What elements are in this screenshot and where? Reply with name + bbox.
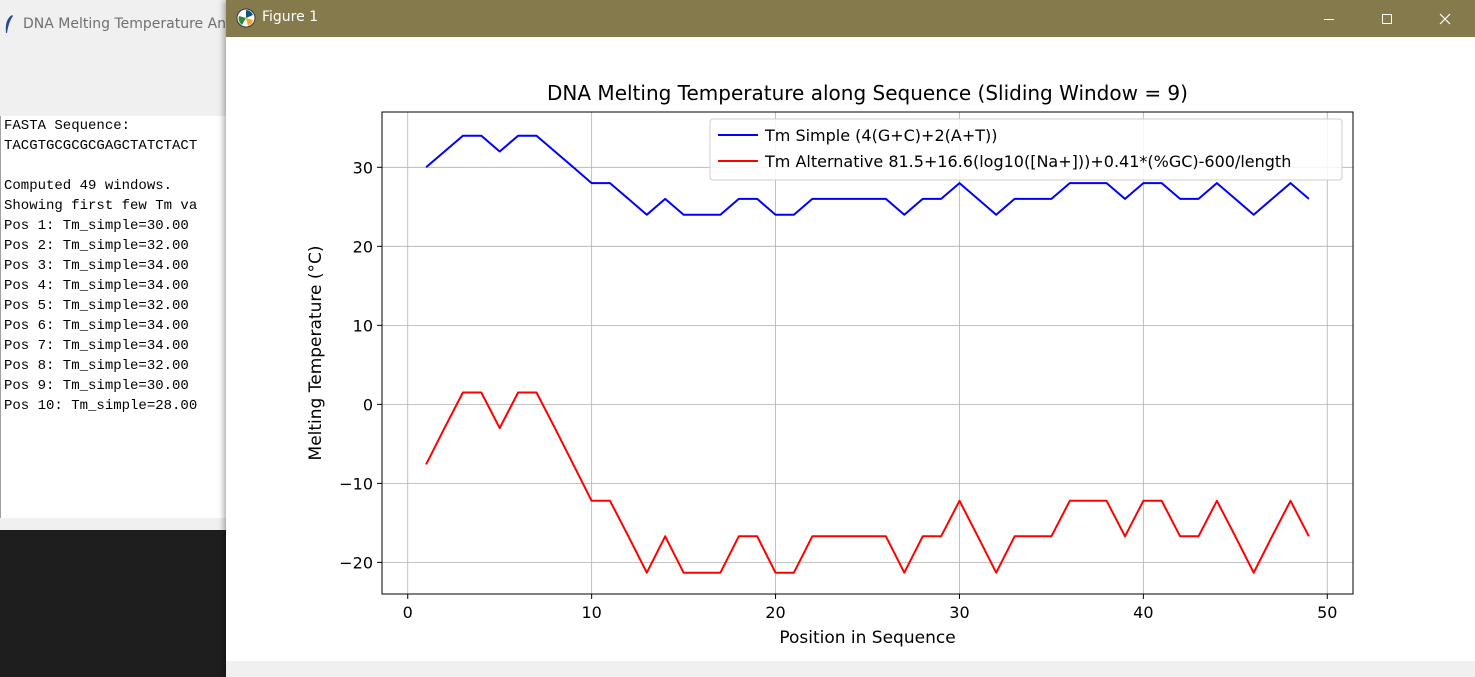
y-tick-label: 0 — [363, 395, 373, 414]
output-line: Pos 6: Tm_simple=34.00 — [4, 318, 189, 334]
series-line-1 — [425, 391, 1310, 574]
output-line: Pos 9: Tm_simple=30.00 — [4, 378, 189, 394]
figure-window: Figure 1 DNA Melting Temperature along S… — [226, 0, 1475, 677]
maximize-icon — [1382, 13, 1392, 24]
x-tick-label: 40 — [1133, 603, 1153, 622]
legend-label-1: Tm Alternative 81.5+16.6(log10([Na+]))+0… — [764, 152, 1291, 171]
legend-label-0: Tm Simple (4(G+C)+2(A+T)) — [764, 126, 997, 145]
output-line: FASTA Sequence: — [4, 118, 131, 134]
output-line: Pos 5: Tm_simple=32.00 — [4, 298, 189, 314]
x-tick-label: 30 — [949, 603, 969, 622]
melting-temperature-chart: DNA Melting Temperature along Sequence (… — [306, 81, 1354, 648]
background-window: DNA Melting Temperature Ana FASTA Sequen… — [0, 0, 236, 677]
y-axis-label: Melting Temperature (°C) — [306, 246, 326, 461]
output-line: Pos 1: Tm_simple=30.00 — [4, 218, 189, 234]
output-line: Pos 8: Tm_simple=32.00 — [4, 358, 189, 374]
close-button[interactable] — [1416, 0, 1474, 37]
x-tick-label: 20 — [765, 603, 785, 622]
matplotlib-icon — [236, 8, 256, 28]
series-line-0 — [425, 134, 1310, 216]
y-tick-label: −20 — [339, 553, 373, 572]
y-tick-label: −10 — [339, 474, 373, 493]
legend-box — [709, 118, 1343, 181]
close-icon — [1439, 13, 1451, 24]
y-tick-label: 30 — [353, 158, 373, 177]
axes-frame — [381, 111, 1354, 595]
minimize-button[interactable] — [1300, 0, 1358, 37]
output-line: Showing first few Tm va — [4, 198, 198, 214]
output-line: TACGTGCGCGCGAGCTATCTACT — [4, 138, 198, 154]
output-line: Computed 49 windows. — [4, 178, 173, 194]
figure-window-title: Figure 1 — [262, 9, 319, 25]
output-text-area[interactable]: FASTA Sequence: TACGTGCGCGCGAGCTATCTACT Co… — [0, 116, 236, 518]
output-line: Pos 3: Tm_simple=34.00 — [4, 258, 189, 274]
background-window-titlebar[interactable]: DNA Melting Temperature Ana — [0, 0, 236, 48]
maximize-button[interactable] — [1358, 0, 1416, 37]
output-line: Pos 2: Tm_simple=32.00 — [4, 238, 189, 254]
y-tick-label: 10 — [353, 316, 373, 335]
figure-toolbar — [226, 661, 1475, 677]
feather-icon — [5, 15, 13, 33]
output-line: Pos 7: Tm_simple=34.00 — [4, 338, 189, 354]
output-line: Pos 10: Tm_simple=28.00 — [4, 398, 198, 414]
x-tick-label: 0 — [403, 603, 413, 622]
background-window-title: DNA Melting Temperature Ana — [23, 16, 235, 32]
figure-window-titlebar[interactable]: Figure 1 — [226, 0, 1475, 37]
minimize-icon — [1324, 18, 1334, 20]
output-line: Pos 4: Tm_simple=34.00 — [4, 278, 189, 294]
x-tick-label: 10 — [581, 603, 601, 622]
x-tick-label: 50 — [1317, 603, 1337, 622]
chart-title: DNA Melting Temperature along Sequence (… — [547, 81, 1188, 105]
background-window-bottom — [0, 530, 236, 677]
y-tick-label: 20 — [353, 237, 373, 256]
x-axis-label: Position in Sequence — [779, 628, 955, 648]
